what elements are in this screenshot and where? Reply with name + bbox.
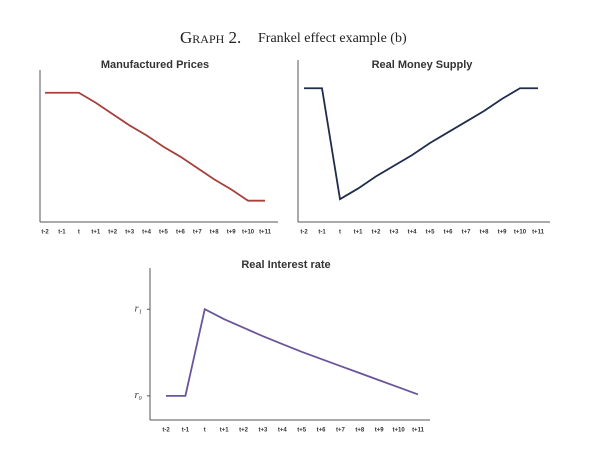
x-tick-label: t+6 xyxy=(176,230,186,236)
x-tick-label: t+1 xyxy=(91,230,101,236)
figure-caption: Frankel effect example (b) xyxy=(258,31,407,46)
x-tick-label: t+8 xyxy=(355,428,365,434)
data-line xyxy=(45,91,265,202)
x-tick-label: t+11 xyxy=(412,428,425,434)
x-tick-label: t+1 xyxy=(220,428,230,434)
x-tick-label: t xyxy=(78,230,80,236)
x-tick-label: t+5 xyxy=(426,230,436,236)
x-tick-label: t+1 xyxy=(354,230,364,236)
y-tick-label: r₁ xyxy=(135,304,142,315)
x-tick-label: t-1 xyxy=(318,230,326,236)
x-tick-label: t-2 xyxy=(41,230,49,236)
x-tick-label: t-1 xyxy=(58,230,66,236)
x-tick-label: t+11 xyxy=(259,230,272,236)
x-tick-label: t+5 xyxy=(297,428,307,434)
x-tick-label: t+10 xyxy=(393,428,406,434)
x-tick-label: t+7 xyxy=(462,230,472,236)
x-tick-label: t-2 xyxy=(162,428,170,434)
x-tick-label: t+10 xyxy=(242,230,255,236)
x-tick-label: t+2 xyxy=(108,230,118,236)
x-tick-label: t+9 xyxy=(498,230,508,236)
x-tick-label: t+3 xyxy=(125,230,135,236)
chart-title: Manufactured Prices xyxy=(101,59,209,71)
x-tick-label: t+4 xyxy=(408,230,418,236)
x-tick-label: t+4 xyxy=(142,230,152,236)
figure-label: Graph 2. xyxy=(180,28,241,47)
x-tick-label: t+8 xyxy=(210,230,220,236)
x-tick-label: t+2 xyxy=(239,428,249,434)
data-line xyxy=(166,307,419,397)
chart-title: Real Money Supply xyxy=(372,59,474,71)
x-tick-label: t xyxy=(339,230,341,236)
chart-title: Real Interest rate xyxy=(241,259,330,271)
x-tick-label: t+7 xyxy=(336,428,346,434)
x-tick-label: t+6 xyxy=(317,428,327,434)
x-tick-label: t-2 xyxy=(300,230,308,236)
data-line xyxy=(304,87,538,201)
x-tick-label: t+3 xyxy=(390,230,400,236)
x-tick-label: t-1 xyxy=(182,428,190,434)
x-tick-label: t+8 xyxy=(480,230,490,236)
x-tick-label: t+3 xyxy=(259,428,269,434)
x-tick-label: t+6 xyxy=(444,230,454,236)
x-tick-label: t+11 xyxy=(532,230,545,236)
x-tick-label: t+7 xyxy=(193,230,203,236)
x-tick-label: t+5 xyxy=(159,230,169,236)
x-tick-label: t+10 xyxy=(514,230,527,236)
x-tick-label: t+2 xyxy=(372,230,382,236)
x-tick-label: t+4 xyxy=(278,428,288,434)
x-tick-label: t+9 xyxy=(375,428,385,434)
x-tick-label: t+9 xyxy=(227,230,237,236)
x-tick-label: t xyxy=(204,428,206,434)
y-tick-label: r₀ xyxy=(135,390,143,401)
